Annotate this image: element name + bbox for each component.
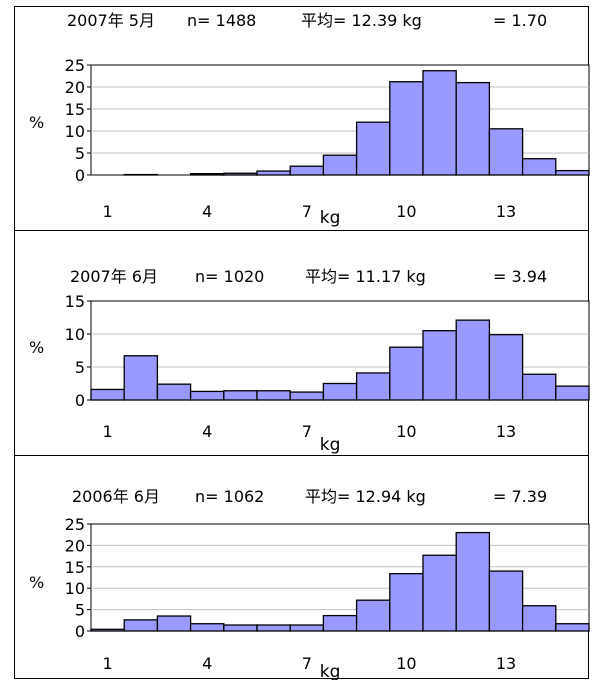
x-tick-label: 4 xyxy=(202,202,212,221)
histogram-bar xyxy=(423,71,456,175)
x-axis-label: kg xyxy=(320,435,341,455)
histogram-bar xyxy=(91,389,124,400)
x-tick-label: 1 xyxy=(103,654,113,673)
x-tick-label: 7 xyxy=(302,422,312,441)
histogram-bar xyxy=(124,356,157,400)
y-tick-label: 10 xyxy=(65,122,85,141)
histogram-bar xyxy=(257,625,290,631)
y-tick-label: 0 xyxy=(75,166,85,185)
histogram-bar xyxy=(489,571,522,631)
histogram-bar xyxy=(290,166,323,175)
histogram-bar xyxy=(157,616,190,631)
histogram-bar xyxy=(456,533,489,631)
histogram-bar xyxy=(556,171,589,175)
histogram-bar xyxy=(257,391,290,400)
y-tick-label: 0 xyxy=(75,622,85,641)
x-tick-label: 10 xyxy=(396,654,416,673)
x-axis-label: kg xyxy=(320,208,341,228)
histogram-panel-2007-june: 2007年 6月 n= 1020 平均= 11.17 kg = 3.94 % 0… xyxy=(14,230,589,456)
x-tick-label: 1 xyxy=(103,422,113,441)
histogram-bar xyxy=(489,335,522,400)
histogram-bar xyxy=(191,624,224,631)
histogram-panel-2007-may: 2007年 5月 n= 1488 平均= 12.39 kg = 1.70 % 0… xyxy=(14,6,589,231)
histogram-bar xyxy=(523,606,556,631)
y-tick-label: 15 xyxy=(65,100,85,119)
histogram-bar xyxy=(224,173,257,175)
y-tick-label: 25 xyxy=(65,56,85,75)
y-tick-label: 5 xyxy=(75,601,85,620)
x-tick-label: 13 xyxy=(496,202,516,221)
histogram-panel-2006-june: 2006年 6月 n= 1062 平均= 12.94 kg = 7.39 % 0… xyxy=(14,455,589,679)
histogram-bar xyxy=(523,374,556,400)
histogram-bar xyxy=(191,391,224,400)
x-tick-label: 7 xyxy=(302,202,312,221)
histogram-bar xyxy=(456,83,489,175)
histogram-bar xyxy=(556,624,589,631)
x-tick-label: 13 xyxy=(496,654,516,673)
histogram-bar xyxy=(323,616,356,631)
y-tick-label: 5 xyxy=(75,144,85,163)
histogram-bar xyxy=(390,347,423,400)
x-tick-label: 7 xyxy=(302,654,312,673)
histogram-bar xyxy=(91,629,124,631)
y-tick-label: 5 xyxy=(75,358,85,377)
y-tick-label: 20 xyxy=(65,78,85,97)
histogram-bar xyxy=(556,386,589,400)
y-tick-label: 10 xyxy=(65,579,85,598)
y-tick-label: 20 xyxy=(65,536,85,555)
histogram-svg: 0 5 10 15 1 4 7 10 13 kg xyxy=(15,231,590,457)
histogram-bar xyxy=(357,600,390,631)
histogram-bar xyxy=(157,384,190,400)
x-tick-label: 1 xyxy=(103,202,113,221)
histogram-bar xyxy=(357,373,390,400)
histogram-svg: 0 5 10 15 20 25 1 4 7 10 13 kg xyxy=(15,456,590,680)
x-tick-label: 4 xyxy=(202,654,212,673)
histogram-bar xyxy=(423,331,456,400)
x-tick-label: 10 xyxy=(396,202,416,221)
histogram-bar xyxy=(124,620,157,631)
x-tick-label: 10 xyxy=(396,422,416,441)
x-tick-label: 13 xyxy=(496,422,516,441)
histogram-bar xyxy=(323,155,356,175)
histogram-bar xyxy=(423,555,456,631)
histogram-bar xyxy=(224,391,257,400)
y-tick-label: 0 xyxy=(75,391,85,410)
y-tick-label: 25 xyxy=(65,515,85,534)
histogram-bar xyxy=(191,174,224,175)
y-tick-label: 15 xyxy=(65,292,85,311)
x-tick-label: 4 xyxy=(202,422,212,441)
histogram-bar xyxy=(390,574,423,631)
histogram-svg: 0 5 10 15 20 25 1 4 7 10 13 kg xyxy=(15,7,590,232)
charts-frame: 2007年 5月 n= 1488 平均= 12.39 kg = 1.70 % 0… xyxy=(14,6,591,678)
histogram-bar xyxy=(523,159,556,175)
histogram-bar xyxy=(489,129,522,175)
y-tick-label: 15 xyxy=(65,558,85,577)
histogram-bar xyxy=(290,392,323,400)
histogram-bar xyxy=(290,625,323,631)
histogram-bar xyxy=(456,320,489,400)
histogram-bar xyxy=(257,171,290,175)
histogram-bar xyxy=(357,122,390,175)
histogram-bar xyxy=(323,384,356,401)
y-tick-label: 10 xyxy=(65,325,85,344)
histogram-bar xyxy=(390,82,423,175)
histogram-bar xyxy=(224,625,257,631)
x-axis-label: kg xyxy=(320,662,341,680)
